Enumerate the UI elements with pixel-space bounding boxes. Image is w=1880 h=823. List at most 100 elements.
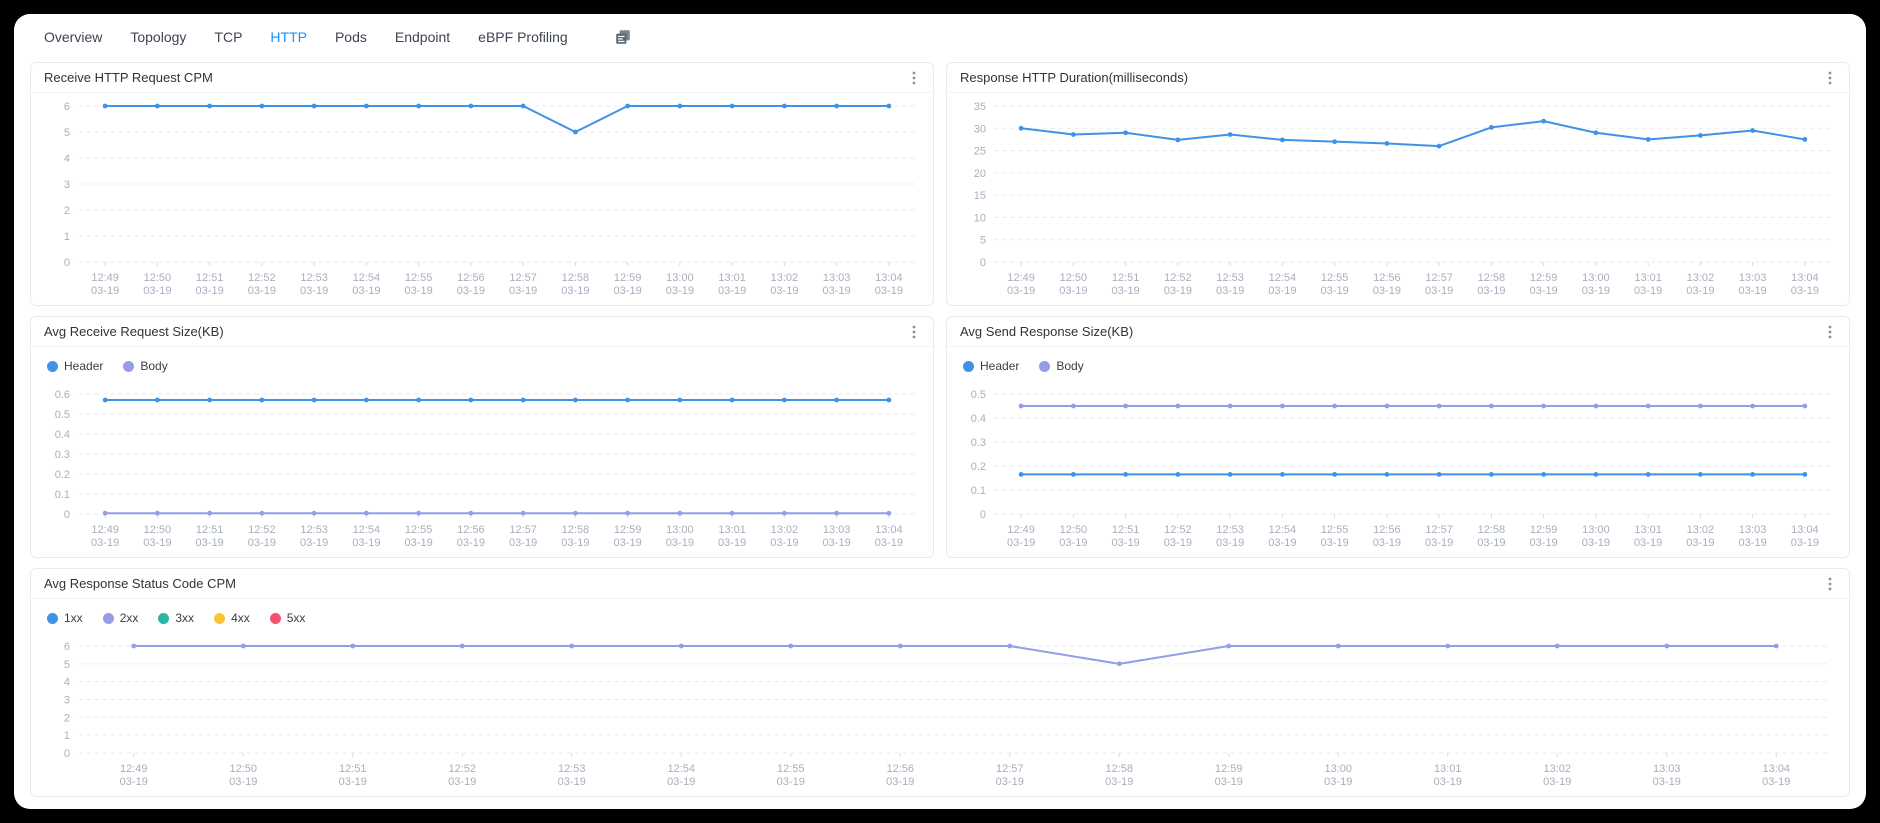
- svg-text:0.4: 0.4: [55, 429, 70, 441]
- svg-text:03-19: 03-19: [1216, 285, 1244, 297]
- svg-text:0.4: 0.4: [971, 413, 986, 425]
- line-chart-avg-send-size: 0.5 0.4 0.3 0.2 0.1 0 12:49 03-19 12:50 03-19 12:5…: [947, 381, 1849, 557]
- panel-menu-button[interactable]: [905, 322, 923, 342]
- panel-menu-button[interactable]: [1821, 68, 1839, 88]
- svg-text:03-19: 03-19: [1164, 537, 1192, 549]
- svg-text:12:55: 12:55: [405, 524, 433, 536]
- panel-avg-send-response-size: Avg Send Response Size(KB) Header Body 0.…: [946, 316, 1850, 558]
- legend-item-header[interactable]: Header: [963, 359, 1019, 373]
- svg-text:03-19: 03-19: [1112, 537, 1140, 549]
- svg-text:12:56: 12:56: [1373, 524, 1401, 536]
- dashboard-copy-button[interactable]: [614, 28, 632, 46]
- svg-text:03-19: 03-19: [1059, 285, 1087, 297]
- svg-text:13:01: 13:01: [718, 524, 746, 536]
- legend-dot-icon: [123, 360, 135, 372]
- tab-topology[interactable]: Topology: [130, 29, 187, 45]
- svg-text:3: 3: [64, 179, 70, 191]
- tab-http[interactable]: HTTP: [270, 29, 307, 45]
- panel-header: Avg Send Response Size(KB): [947, 317, 1849, 347]
- line-chart-avg-receive-size: 0.6 0.5 0.4 0.3 0.2 0.1 0 12:49 03-19 12:50 03-19 1…: [31, 381, 933, 557]
- line-chart-svg: 0.60.50.40.30.20.1012:4903-1912:5003-191…: [55, 389, 915, 549]
- svg-text:12:58: 12:58: [1478, 272, 1506, 284]
- legend-label: 5xx: [286, 611, 306, 625]
- svg-text:03-19: 03-19: [339, 776, 367, 788]
- legend-item-1xx[interactable]: 1xx: [47, 611, 83, 625]
- svg-text:12:53: 12:53: [300, 524, 328, 536]
- legend-item-5xx[interactable]: 5xx: [269, 611, 306, 625]
- svg-text:03-19: 03-19: [1739, 537, 1767, 549]
- svg-text:03-19: 03-19: [300, 285, 328, 297]
- svg-text:03-19: 03-19: [1425, 285, 1453, 297]
- tab-endpoint[interactable]: Endpoint: [394, 29, 451, 45]
- svg-text:12:52: 12:52: [1164, 524, 1192, 536]
- svg-text:6: 6: [64, 641, 70, 653]
- svg-text:1: 1: [64, 231, 70, 243]
- panel-header: Avg Receive Request Size(KB): [31, 317, 933, 347]
- svg-text:3: 3: [64, 695, 70, 707]
- svg-text:12:54: 12:54: [1269, 272, 1297, 284]
- svg-text:12:59: 12:59: [1530, 272, 1558, 284]
- svg-text:03-19: 03-19: [248, 285, 276, 297]
- svg-text:0: 0: [980, 257, 986, 269]
- svg-text:13:03: 13:03: [823, 524, 851, 536]
- legend-item-4xx[interactable]: 4xx: [214, 611, 250, 625]
- tab-tcp[interactable]: TCP: [214, 29, 243, 45]
- svg-text:0.1: 0.1: [55, 489, 70, 501]
- panel-avg-response-status-code-cpm: Avg Response Status Code CPM 1xx 2xx 3xx 4x…: [30, 568, 1850, 797]
- tab-ebpf-profiling[interactable]: eBPF Profiling: [478, 29, 568, 45]
- svg-text:12:54: 12:54: [1269, 524, 1297, 536]
- svg-text:0: 0: [64, 509, 70, 521]
- kebab-menu-icon: [912, 71, 916, 84]
- panel-menu-button[interactable]: [1821, 322, 1839, 342]
- svg-text:03-19: 03-19: [1582, 285, 1610, 297]
- legend-item-header[interactable]: Header: [47, 359, 103, 373]
- svg-text:0.6: 0.6: [55, 389, 70, 401]
- svg-text:12:49: 12:49: [91, 524, 119, 536]
- app-window: Overview Topology TCP HTTP Pods Endpoint…: [14, 14, 1866, 809]
- legend-item-body[interactable]: Body: [123, 359, 168, 373]
- svg-text:03-19: 03-19: [448, 776, 476, 788]
- panel-row-3: Avg Response Status Code CPM 1xx 2xx 3xx 4x…: [30, 568, 1850, 797]
- panel-menu-button[interactable]: [1821, 574, 1839, 594]
- legend-item-body[interactable]: Body: [1039, 359, 1084, 373]
- svg-text:03-19: 03-19: [1686, 537, 1714, 549]
- svg-text:13:01: 13:01: [1434, 763, 1462, 775]
- svg-text:35: 35: [974, 101, 986, 113]
- svg-text:12:57: 12:57: [1425, 272, 1453, 284]
- svg-text:13:00: 13:00: [1582, 524, 1610, 536]
- svg-text:12:57: 12:57: [509, 272, 537, 284]
- copy-icon: [615, 30, 630, 44]
- svg-text:03-19: 03-19: [1215, 776, 1243, 788]
- svg-text:13:04: 13:04: [875, 272, 903, 284]
- svg-text:4: 4: [64, 153, 70, 165]
- svg-text:12:59: 12:59: [1215, 763, 1243, 775]
- panel-title: Avg Response Status Code CPM: [44, 576, 236, 591]
- panel-menu-button[interactable]: [905, 68, 923, 88]
- panel-response-http-duration: Response HTTP Duration(milliseconds) 35 3…: [946, 62, 1850, 306]
- svg-text:0: 0: [64, 748, 70, 760]
- svg-text:03-19: 03-19: [1739, 285, 1767, 297]
- tab-overview[interactable]: Overview: [44, 29, 103, 45]
- svg-text:13:00: 13:00: [1324, 763, 1352, 775]
- chart-legend: Header Body: [947, 347, 1849, 381]
- tab-pods[interactable]: Pods: [334, 29, 367, 45]
- legend-item-2xx[interactable]: 2xx: [102, 611, 138, 625]
- svg-text:13:02: 13:02: [771, 272, 799, 284]
- svg-text:12:56: 12:56: [886, 763, 914, 775]
- svg-text:12:49: 12:49: [1007, 272, 1035, 284]
- svg-text:12:58: 12:58: [1478, 524, 1506, 536]
- svg-text:12:50: 12:50: [144, 272, 172, 284]
- svg-text:03-19: 03-19: [300, 537, 328, 549]
- svg-text:03-19: 03-19: [91, 285, 119, 297]
- svg-text:25: 25: [974, 146, 986, 158]
- svg-text:03-19: 03-19: [1530, 537, 1558, 549]
- svg-text:03-19: 03-19: [509, 537, 537, 549]
- svg-text:12:50: 12:50: [1060, 524, 1088, 536]
- line-chart-svg: 3530252015105012:4903-1912:5003-1912:510…: [974, 101, 1831, 297]
- svg-text:03-19: 03-19: [666, 537, 694, 549]
- svg-text:13:01: 13:01: [1634, 524, 1662, 536]
- svg-text:12:51: 12:51: [1112, 524, 1140, 536]
- legend-item-3xx[interactable]: 3xx: [158, 611, 194, 625]
- svg-text:13:00: 13:00: [1582, 272, 1610, 284]
- svg-text:03-19: 03-19: [1791, 285, 1819, 297]
